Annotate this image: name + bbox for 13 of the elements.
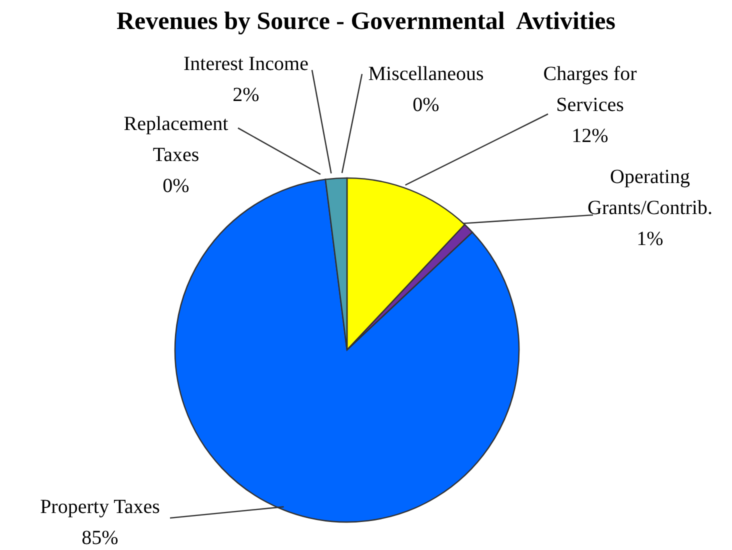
text: 0% [412, 94, 440, 116]
slice-label: Property Taxes [40, 496, 160, 518]
data-label: 2% [232, 84, 260, 106]
data-label: 1% [636, 228, 664, 250]
slice-label: Operating Grants/Contrib. [588, 166, 712, 219]
data-label: 12% [572, 125, 608, 147]
chart-title: Revenues by Source - Governmental Avtivities [115, 8, 617, 37]
category-label: Replacement Taxes [124, 113, 228, 166]
category-label: Miscellaneous [368, 63, 484, 85]
data-label: 85% [82, 527, 118, 549]
slice-label: Charges for Services [543, 63, 638, 116]
text: 0% [162, 175, 190, 197]
slice-label: Interest Income [184, 53, 309, 75]
